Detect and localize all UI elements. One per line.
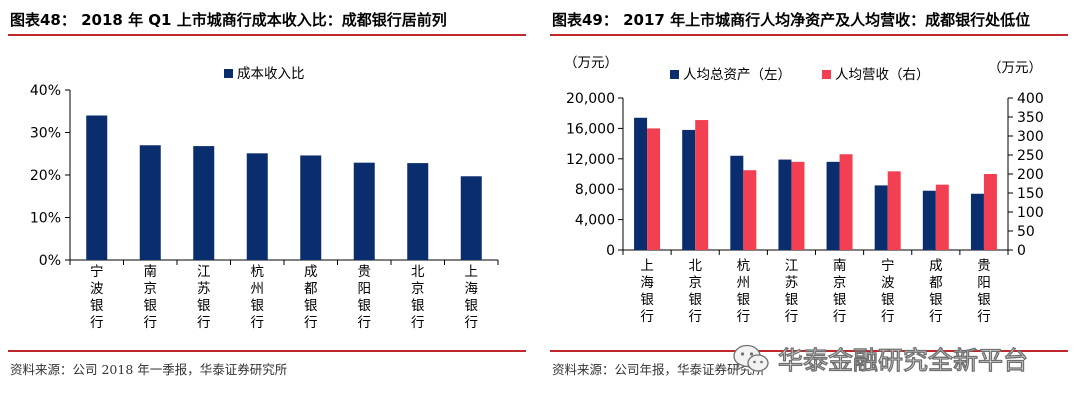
right-chart-category-label: 成都银行 bbox=[929, 258, 943, 325]
left-chart-category-label: 贵阳银行 bbox=[358, 264, 372, 331]
watermark: 华泰金融研究全新平台 bbox=[732, 339, 1029, 379]
right-chart-left-tick-label: 4,000 bbox=[575, 213, 615, 229]
right-title-rule bbox=[550, 34, 1068, 36]
right-chart-bar-assets bbox=[634, 117, 648, 250]
right-chart-bar-revenue bbox=[983, 174, 997, 250]
left-chart-category-label: 成都银行 bbox=[304, 264, 318, 331]
right-chart-right-tick-label: 400 bbox=[1017, 91, 1044, 107]
right-chart-legend-label-assets: 人均总资产（左） bbox=[683, 67, 791, 83]
left-chart-bar bbox=[139, 145, 161, 260]
right-chart-right-tick-label: 50 bbox=[1017, 224, 1035, 240]
right-chart-bar-revenue bbox=[887, 171, 901, 250]
right-chart-category-label: 南京银行 bbox=[833, 258, 847, 325]
left-chart-category-label: 宁波银行 bbox=[90, 263, 104, 331]
right-chart-category-label: 贵阳银行 bbox=[977, 258, 991, 325]
right-chart-left-tick-label: 20,000 bbox=[566, 91, 615, 107]
left-chart-bar bbox=[353, 162, 375, 260]
right-chart-category-label: 杭州银行 bbox=[737, 258, 751, 325]
right-chart-bar-revenue bbox=[647, 128, 661, 250]
left-chart-bar bbox=[300, 155, 322, 260]
left-chart-bar bbox=[246, 153, 268, 260]
wechat-icon bbox=[733, 344, 769, 372]
left-chart-bar bbox=[193, 146, 215, 260]
right-chart-bar-revenue bbox=[791, 161, 805, 250]
right-chart-left-tick-label: 12,000 bbox=[566, 152, 615, 168]
right-chart-right-axis-label: （万元） bbox=[988, 60, 1042, 76]
right-chart-category-label: 北京银行 bbox=[688, 258, 702, 325]
right-chart-left-tick-label: 16,000 bbox=[566, 121, 615, 137]
left-source-rule bbox=[8, 350, 526, 352]
right-chart-left-tick-label: 8,000 bbox=[575, 182, 615, 198]
right-chart-title: 图表49： 2017 年上市城商行人均净资产及人均营收：成都银行处低位 bbox=[552, 11, 1031, 29]
right-chart-bar-assets bbox=[874, 185, 888, 250]
left-chart-category-label: 南京银行 bbox=[144, 264, 158, 331]
right-chart-right-tick-label: 150 bbox=[1017, 186, 1044, 202]
left-chart-legend-swatch bbox=[224, 69, 233, 78]
right-chart-right-tick-label: 0 bbox=[1017, 243, 1026, 259]
right-chart-category-label: 上海银行 bbox=[640, 258, 654, 325]
right-chart-category-label: 宁波银行 bbox=[881, 257, 895, 325]
watermark-text: 华泰金融研究全新平台 bbox=[777, 345, 1029, 375]
right-chart-bar-revenue bbox=[695, 120, 709, 250]
per-capita-assets-revenue-chart: （万元） （万元） 0 4,000 8,000 12,000 16,000 20,000 0 50… bbox=[564, 55, 1044, 325]
left-chart-bar bbox=[407, 163, 429, 260]
right-chart-bar-revenue bbox=[743, 170, 757, 250]
right-chart-legend-swatch-revenue bbox=[822, 70, 831, 79]
left-chart-panel: 图表48： 2018 年 Q1 上市城商行成本收入比：成都银行居前列 0% 10%… bbox=[8, 0, 528, 407]
right-chart-bar-assets bbox=[682, 129, 696, 250]
right-chart-left-tick-label: 0 bbox=[606, 243, 615, 259]
left-chart-y-tick-label: 30% bbox=[30, 126, 61, 142]
right-chart-bar-revenue bbox=[839, 154, 853, 250]
right-chart-bar-revenue bbox=[935, 184, 949, 250]
right-chart-legend-swatch-assets bbox=[670, 70, 679, 79]
right-chart-bar-assets bbox=[970, 193, 984, 250]
right-chart-right-tick-label: 200 bbox=[1017, 167, 1044, 183]
left-chart-legend-label: 成本收入比 bbox=[237, 66, 305, 82]
left-chart-category-label: 杭州银行 bbox=[251, 264, 265, 331]
right-chart-right-tick-label: 300 bbox=[1017, 129, 1044, 145]
right-chart-bar-assets bbox=[730, 155, 744, 250]
right-chart-category-label: 江苏银行 bbox=[785, 258, 799, 325]
left-chart-category-label: 北京银行 bbox=[411, 264, 425, 331]
left-chart-title: 图表48： 2018 年 Q1 上市城商行成本收入比：成都银行居前列 bbox=[10, 11, 447, 29]
right-chart-source: 资料来源：公司年报，华泰证券研究所 bbox=[552, 362, 765, 377]
left-chart-category-label: 上海银行 bbox=[465, 264, 479, 331]
right-chart-bar-assets bbox=[826, 161, 840, 250]
left-title-rule bbox=[8, 34, 526, 36]
right-chart-right-tick-label: 250 bbox=[1017, 148, 1044, 164]
right-chart-left-axis-label: （万元） bbox=[564, 55, 618, 71]
left-chart-y-tick-label: 40% bbox=[30, 83, 61, 99]
right-source-rule bbox=[550, 350, 1068, 352]
right-chart-right-tick-label: 100 bbox=[1017, 205, 1044, 221]
right-chart-legend-label-revenue: 人均营收（右） bbox=[835, 67, 930, 83]
left-chart-y-tick-label: 0% bbox=[39, 253, 61, 269]
left-chart-source: 资料来源：公司 2018 年一季报，华泰证券研究所 bbox=[10, 362, 288, 377]
left-chart-bar bbox=[86, 115, 108, 260]
right-chart-bar-assets bbox=[922, 190, 936, 250]
right-chart-bar-assets bbox=[778, 159, 792, 250]
left-chart-y-tick-label: 10% bbox=[30, 211, 61, 227]
cost-income-ratio-chart: 0% 10% 20% 30% 40% 宁波银行 南京银行 江苏银行 杭州银行 成都银行 贵阳银行 北京… bbox=[30, 66, 499, 331]
left-chart-category-label: 江苏银行 bbox=[197, 264, 211, 331]
left-chart-bar bbox=[460, 176, 482, 260]
right-chart-right-tick-label: 350 bbox=[1017, 110, 1044, 126]
left-chart-y-tick-label: 20% bbox=[30, 168, 61, 184]
right-chart-panel: 图表49： 2017 年上市城商行人均净资产及人均营收：成都银行处低位 （万元）… bbox=[550, 0, 1070, 407]
